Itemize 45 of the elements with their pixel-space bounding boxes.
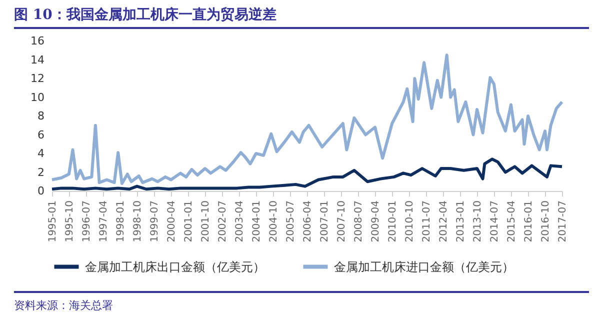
x-tick-label: 2009-04 [370, 200, 382, 242]
x-tick-label: 2004-01 [252, 200, 263, 242]
x-tick-label: 1996-07 [81, 200, 92, 242]
y-tick-label: 2 [38, 166, 44, 179]
y-tick-label: 8 [38, 110, 44, 122]
x-tick-label: 2010-01 [388, 200, 399, 242]
y-tick-label: 10 [30, 90, 44, 104]
x-tick-label: 2013-10 [472, 200, 484, 242]
x-tick-label: 2001-10 [200, 200, 212, 242]
chart-title: 图 10：我国金属加工机床一直为贸易逆差 [14, 6, 589, 29]
y-tick-label: 0 [38, 184, 44, 198]
y-tick-label: 16 [30, 34, 44, 48]
y-tick-label: 6 [38, 128, 44, 142]
x-tick-label: 2006-04 [302, 200, 314, 242]
x-tick-label: 2003-04 [234, 200, 246, 242]
line-series [50, 54, 564, 185]
x-tick-label: 2000-04 [166, 200, 178, 242]
x-tick-label: 2004-10 [268, 200, 280, 242]
y-tick-label: 12 [30, 72, 44, 85]
legend-label: 金属加工机床出口金额（亿美元） [85, 260, 265, 274]
x-tick-label: 2016-01 [524, 200, 535, 242]
x-tick-label: 1999-07 [149, 200, 160, 242]
x-tick-label: 1995-01 [48, 200, 58, 242]
x-tick-label: 1998-10 [132, 200, 144, 242]
x-tick-label: 2001-01 [184, 200, 195, 242]
y-tick-label: 14 [30, 53, 44, 66]
x-tick-label: 2011-07 [421, 200, 432, 242]
text: 资料来源：海关总署 [14, 291, 589, 313]
legend-label: 金属加工机床进口金额（亿美元） [334, 260, 514, 274]
x-tick-label: 2012-04 [438, 200, 450, 242]
x-tick-label: 2014-07 [489, 200, 500, 242]
x-tick-label: 1998-01 [116, 200, 127, 242]
x-tick-label: 2015-04 [506, 200, 518, 242]
x-tick-label: 2002-07 [217, 200, 228, 242]
x-tick-label: 2016-10 [540, 200, 552, 242]
y-tick-label: 4 [38, 147, 44, 160]
x-tick-label: 1997-04 [98, 200, 110, 242]
x-tick-label: 2007-01 [320, 200, 331, 242]
x-tick-label: 2010-10 [404, 200, 416, 242]
x-tick-label: 2008-07 [353, 200, 364, 242]
x-tick-label: 2007-10 [336, 200, 348, 242]
x-tick-label: 2005-07 [285, 200, 296, 242]
x-tick-label: 1995-10 [64, 200, 76, 242]
x-tick-label: 2013-01 [456, 200, 467, 242]
x-tick-label: 2017-07 [558, 200, 568, 242]
